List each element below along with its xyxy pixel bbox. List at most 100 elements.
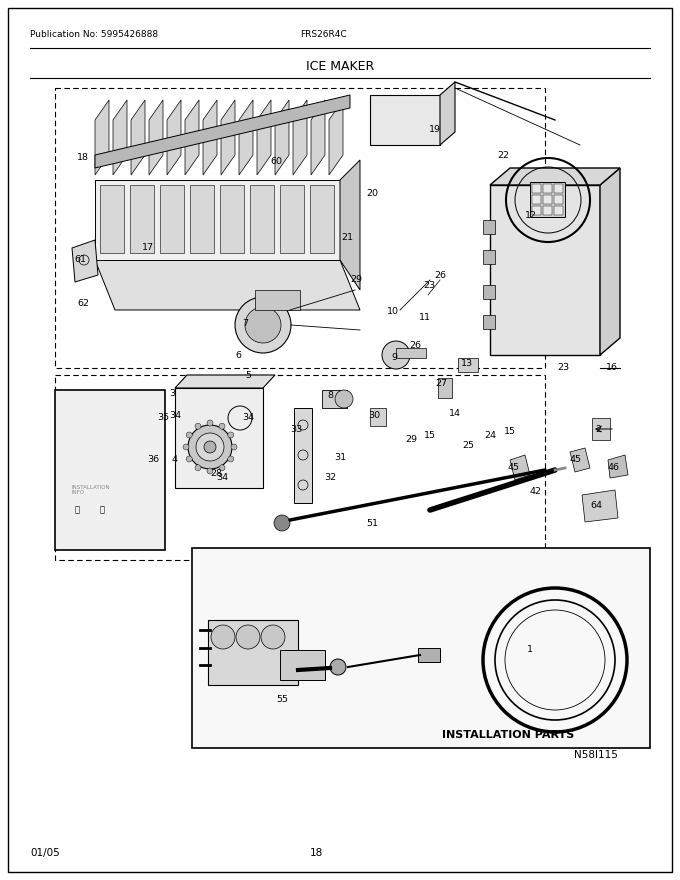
Circle shape <box>204 441 216 453</box>
Polygon shape <box>257 100 271 175</box>
Text: 01/05: 01/05 <box>30 848 60 858</box>
Bar <box>458 358 478 372</box>
Bar <box>250 185 274 253</box>
Text: 2: 2 <box>595 426 601 435</box>
Bar <box>532 184 541 193</box>
Text: 55: 55 <box>276 695 288 705</box>
Polygon shape <box>203 100 217 175</box>
Circle shape <box>219 465 225 471</box>
Polygon shape <box>570 448 590 472</box>
Circle shape <box>183 444 189 450</box>
Text: 60: 60 <box>270 158 282 166</box>
Bar <box>483 315 495 329</box>
Polygon shape <box>275 100 289 175</box>
Text: 25: 25 <box>462 442 474 451</box>
Text: INSTALLATION
INFO: INSTALLATION INFO <box>72 485 111 495</box>
Polygon shape <box>370 95 440 145</box>
Bar <box>310 185 334 253</box>
Text: 3: 3 <box>169 388 175 398</box>
Text: 29: 29 <box>350 275 362 284</box>
Text: 64: 64 <box>590 502 602 510</box>
Bar <box>554 195 563 204</box>
Text: 9: 9 <box>391 354 397 363</box>
Bar <box>370 408 386 426</box>
Circle shape <box>186 432 192 438</box>
Text: 26: 26 <box>409 341 421 349</box>
Text: FRS26R4C: FRS26R4C <box>300 30 347 39</box>
Text: 34: 34 <box>216 473 228 482</box>
Circle shape <box>330 659 346 675</box>
Circle shape <box>228 432 234 438</box>
Bar <box>190 185 214 253</box>
Text: 12: 12 <box>525 210 537 219</box>
Text: 19: 19 <box>429 126 441 135</box>
Circle shape <box>274 515 290 531</box>
Text: 33: 33 <box>290 426 302 435</box>
Polygon shape <box>490 185 600 355</box>
Bar <box>438 378 452 398</box>
Bar <box>280 185 304 253</box>
Text: 31: 31 <box>334 453 346 463</box>
Polygon shape <box>239 100 253 175</box>
Text: 28: 28 <box>210 470 222 479</box>
Polygon shape <box>95 260 360 310</box>
Bar <box>483 250 495 264</box>
Polygon shape <box>175 375 275 388</box>
Text: 21: 21 <box>341 233 353 243</box>
Text: 62: 62 <box>77 298 89 307</box>
Bar <box>255 290 300 310</box>
Text: ICE MAKER: ICE MAKER <box>306 60 374 73</box>
Bar <box>160 185 184 253</box>
Circle shape <box>196 433 224 461</box>
Text: 5: 5 <box>245 370 251 379</box>
Bar <box>418 648 440 662</box>
Polygon shape <box>440 82 455 145</box>
Text: 15: 15 <box>424 430 436 439</box>
Circle shape <box>211 625 235 649</box>
Bar <box>100 185 124 253</box>
Polygon shape <box>293 100 307 175</box>
Text: 23: 23 <box>557 363 569 372</box>
Bar <box>55 375 545 560</box>
Circle shape <box>219 423 225 429</box>
Polygon shape <box>167 100 181 175</box>
Polygon shape <box>600 168 620 355</box>
Circle shape <box>236 625 260 649</box>
Text: 26: 26 <box>434 272 446 281</box>
Text: INSTALLATION PARTS: INSTALLATION PARTS <box>442 730 574 740</box>
Polygon shape <box>221 100 235 175</box>
Bar <box>130 185 154 253</box>
Polygon shape <box>510 455 530 480</box>
Polygon shape <box>185 100 199 175</box>
Circle shape <box>245 307 281 343</box>
Bar <box>554 184 563 193</box>
Text: 4: 4 <box>172 456 178 465</box>
Circle shape <box>207 468 213 474</box>
Text: 18: 18 <box>310 848 323 858</box>
Text: 1: 1 <box>527 646 533 655</box>
Bar <box>543 195 552 204</box>
Text: 61: 61 <box>74 255 86 265</box>
Bar <box>192 548 650 748</box>
Polygon shape <box>340 160 360 290</box>
Bar <box>483 220 495 234</box>
Polygon shape <box>113 100 127 175</box>
Polygon shape <box>608 455 628 478</box>
Text: 23: 23 <box>423 281 435 290</box>
Bar <box>280 650 325 680</box>
Text: ⬛: ⬛ <box>100 505 105 515</box>
Circle shape <box>382 341 410 369</box>
Polygon shape <box>95 100 109 175</box>
Text: 15: 15 <box>504 428 516 436</box>
Text: 24: 24 <box>484 431 496 441</box>
Bar <box>483 285 495 299</box>
Bar <box>396 348 426 358</box>
Bar <box>532 195 541 204</box>
Text: 36: 36 <box>147 456 159 465</box>
Text: ⬛: ⬛ <box>75 505 80 515</box>
Text: 13: 13 <box>461 358 473 368</box>
Polygon shape <box>149 100 163 175</box>
Bar <box>220 185 244 253</box>
Bar <box>532 206 541 215</box>
Bar <box>208 620 298 685</box>
